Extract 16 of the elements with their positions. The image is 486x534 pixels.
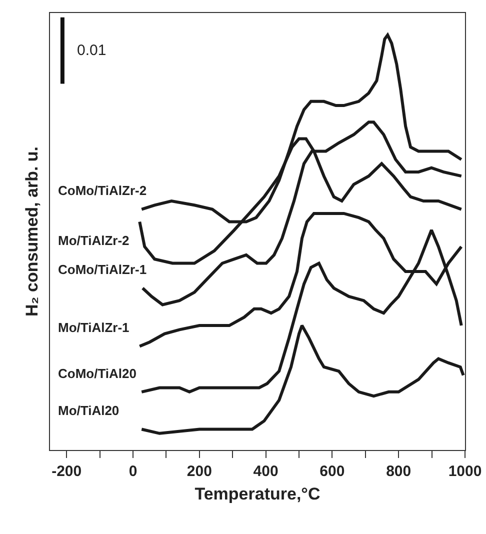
- x-tick-label: 400: [253, 463, 278, 480]
- series-label: Mo/TiAlZr-2: [58, 233, 130, 248]
- series-label: Mo/TiAlZr-1: [58, 320, 130, 335]
- x-tick-label: -200: [52, 463, 82, 480]
- y-axis-title: H₂ consumed, arb. u.: [22, 146, 42, 317]
- annotation: 0.01: [77, 42, 106, 59]
- x-tick-label: 1000: [448, 463, 482, 480]
- series-label: Mo/TiAl20: [58, 403, 120, 418]
- series-label: CoMo/TiAlZr-1: [58, 262, 147, 277]
- x-tick-label: 600: [320, 463, 345, 480]
- x-axis-title: Temperature,°C: [194, 484, 320, 504]
- x-tick-label: 200: [186, 463, 212, 480]
- x-tick-label: 800: [386, 463, 412, 480]
- x-tick-label: 0: [128, 463, 138, 480]
- series-label: CoMo/TiAlZr-2: [58, 183, 147, 198]
- series-label: CoMo/TiAl20: [58, 366, 136, 381]
